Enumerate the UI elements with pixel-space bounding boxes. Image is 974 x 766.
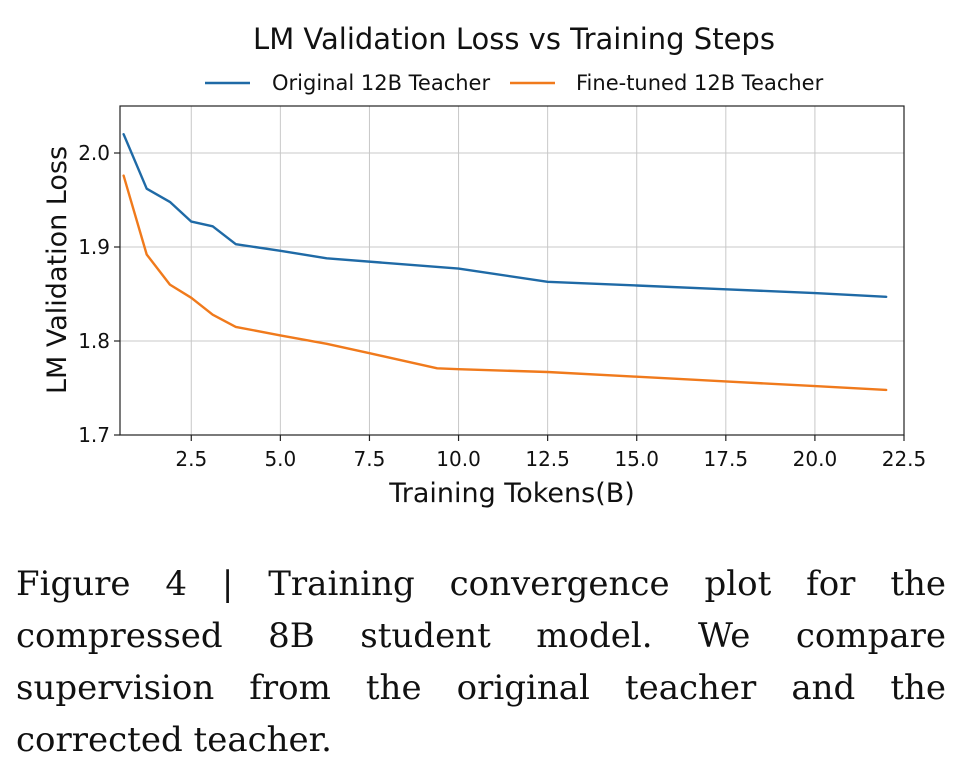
legend-label-finetuned: Fine-tuned 12B Teacher bbox=[576, 71, 824, 95]
series-line-original bbox=[122, 132, 888, 298]
legend-label-original: Original 12B Teacher bbox=[272, 71, 490, 95]
x-tick-label: 10.0 bbox=[436, 447, 481, 471]
y-tick-label: 1.9 bbox=[78, 235, 110, 259]
figure-caption: Figure 4 | Training convergence plot for… bbox=[16, 564, 946, 760]
series-group bbox=[122, 132, 888, 392]
x-tick-label: 2.5 bbox=[175, 447, 207, 471]
x-axis-label: Training Tokens(B) bbox=[388, 478, 635, 509]
line-chart: LM Validation Loss vs Training Steps Ori… bbox=[42, 22, 926, 509]
x-tick-label: 22.5 bbox=[882, 447, 927, 471]
y-tick-label: 1.7 bbox=[78, 423, 110, 447]
legend: Original 12B Teacher Fine-tuned 12B Teac… bbox=[205, 71, 824, 95]
plot-frame bbox=[119, 105, 905, 436]
y-tick-label: 1.8 bbox=[78, 329, 110, 353]
x-tick-label: 15.0 bbox=[614, 447, 659, 471]
x-tick-label: 17.5 bbox=[704, 447, 749, 471]
x-tick-label: 12.5 bbox=[525, 447, 570, 471]
x-axis-ticks: 2.5 5.0 7.5 10.0 12.5 15.0 17.5 20.0 22.5 bbox=[175, 435, 926, 471]
y-axis-label: LM Validation Loss bbox=[42, 146, 73, 394]
chart-title: LM Validation Loss vs Training Steps bbox=[253, 22, 775, 56]
y-tick-label: 2.0 bbox=[78, 141, 110, 165]
x-tick-label: 20.0 bbox=[793, 447, 838, 471]
x-tick-label: 7.5 bbox=[354, 447, 386, 471]
y-axis-ticks: 1.7 1.8 1.9 2.0 bbox=[78, 141, 120, 447]
series-line-finetuned bbox=[122, 174, 888, 392]
x-tick-label: 5.0 bbox=[264, 447, 296, 471]
